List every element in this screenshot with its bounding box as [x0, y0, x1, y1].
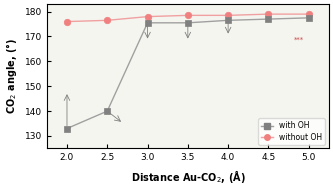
- Point: [145, 15, 150, 18]
- Point: [145, 21, 150, 24]
- Point: [225, 19, 231, 22]
- Text: ***: ***: [294, 36, 304, 43]
- Point: [225, 14, 231, 17]
- Y-axis label: CO$_2$ angle, (°): CO$_2$ angle, (°): [4, 38, 19, 114]
- Point: [306, 16, 311, 19]
- Point: [64, 127, 70, 130]
- Legend: with OH, without OH: with OH, without OH: [258, 118, 325, 145]
- Point: [64, 20, 70, 23]
- Point: [185, 21, 190, 24]
- Point: [266, 18, 271, 21]
- Point: [105, 19, 110, 22]
- Point: [306, 13, 311, 16]
- X-axis label: Distance Au-CO$_2$, (Å): Distance Au-CO$_2$, (Å): [131, 168, 245, 185]
- Point: [266, 13, 271, 16]
- Point: [185, 14, 190, 17]
- Point: [105, 110, 110, 113]
